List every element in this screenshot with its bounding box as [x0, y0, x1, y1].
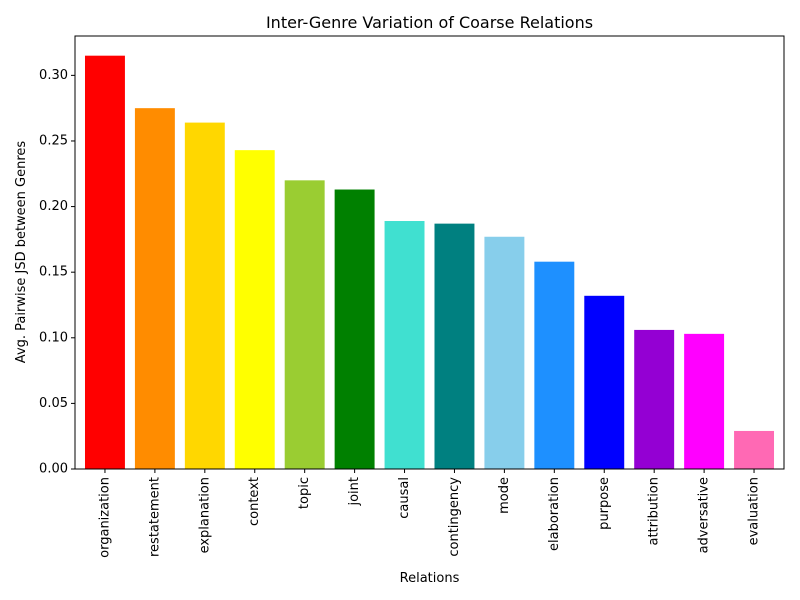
y-tick-label: 0.05 — [39, 396, 68, 411]
x-tick-label: joint — [347, 477, 362, 507]
bar-causal — [384, 221, 425, 469]
x-tick-label: adversative — [697, 477, 712, 553]
x-tick-label: mode — [497, 477, 512, 514]
x-tick-label: restatement — [147, 477, 162, 557]
y-tick-label: 0.10 — [39, 330, 68, 345]
bar-explanation — [184, 122, 225, 469]
x-tick-label: purpose — [597, 477, 612, 530]
bar-organization — [84, 55, 125, 469]
bars — [84, 55, 775, 470]
bar-mode — [484, 236, 525, 469]
x-tick-label: attribution — [647, 477, 662, 546]
y-tick-label: 0.25 — [39, 133, 68, 148]
y-axis-title: Avg. Pairwise JSD between Genres — [14, 141, 29, 364]
x-tick-label: topic — [297, 477, 312, 509]
x-axis: organization restatement explanation contex… — [97, 469, 762, 558]
bar-restatement — [134, 108, 175, 470]
bar-contingency — [434, 223, 475, 469]
bar-joint — [334, 189, 375, 469]
chart-title: Inter-Genre Variation of Coarse Relation… — [266, 13, 593, 32]
y-axis: 0.00 0.05 0.10 0.15 0.20 0.25 0.30 — [39, 68, 75, 477]
bar-elaboration — [534, 261, 575, 469]
y-tick-label: 0.00 — [39, 462, 68, 477]
plot-frame — [74, 35, 785, 470]
x-tick-label: organization — [97, 477, 112, 558]
bar-topic — [284, 180, 325, 470]
bar-evaluation — [734, 430, 775, 469]
bar-context — [234, 150, 275, 469]
bar-purpose — [584, 295, 625, 469]
y-tick-label: 0.20 — [39, 199, 68, 214]
x-tick-label: elaboration — [547, 477, 562, 551]
bar-adversative — [684, 333, 725, 469]
x-tick-label: explanation — [197, 477, 212, 553]
x-tick-label: contingency — [447, 477, 462, 557]
y-tick-label: 0.30 — [39, 68, 68, 83]
bar-attribution — [634, 329, 675, 469]
x-tick-label: causal — [397, 477, 412, 519]
x-tick-label: context — [247, 477, 262, 526]
y-tick-label: 0.15 — [39, 265, 68, 280]
x-axis-title: Relations — [400, 571, 460, 586]
x-tick-label: evaluation — [747, 477, 762, 545]
